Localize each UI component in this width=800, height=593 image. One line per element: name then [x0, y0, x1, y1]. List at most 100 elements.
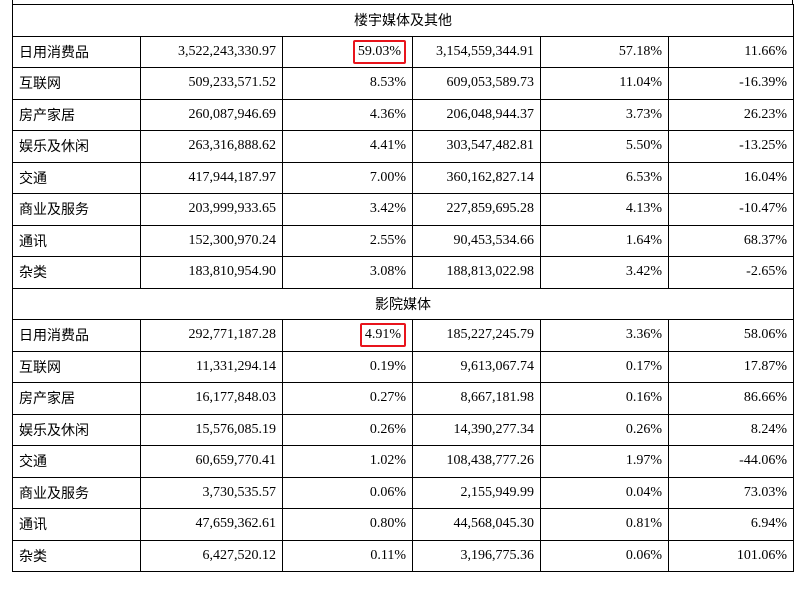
table-row: 交通 417,944,187.97 7.00% 360,162,827.14 6.53%… — [12, 161, 794, 194]
change-rate-cell: 68.37% — [668, 224, 794, 257]
prior-amount-cell: 303,547,482.81 — [412, 130, 541, 163]
industry-cell: 杂类 — [12, 539, 141, 572]
change-rate-cell: 26.23% — [668, 98, 794, 131]
industry-cell: 杂类 — [12, 256, 141, 289]
industry-cell: 交通 — [12, 445, 141, 478]
industry-cell: 商业及服务 — [12, 193, 141, 226]
current-amount-cell: 203,999,933.65 — [140, 193, 283, 226]
industry-cell: 商业及服务 — [12, 476, 141, 509]
current-share-cell: 3.08% — [282, 256, 413, 289]
current-amount-cell: 47,659,362.61 — [140, 508, 283, 541]
section-header-row: 影院媒体 — [12, 287, 794, 320]
prior-amount-cell: 90,453,534.66 — [412, 224, 541, 257]
industry-cell: 日用消费品 — [12, 35, 141, 68]
prior-amount-cell: 3,154,559,344.91 — [412, 35, 541, 68]
table-row: 娱乐及休闲 263,316,888.62 4.41% 303,547,482.81 5.… — [12, 130, 794, 163]
section-title: 楼宇媒体及其他 — [12, 4, 794, 37]
change-rate-cell: 6.94% — [668, 508, 794, 541]
prior-amount-cell: 206,048,944.37 — [412, 98, 541, 131]
prior-amount-cell: 2,155,949.99 — [412, 476, 541, 509]
table-row: 房产家居 260,087,946.69 4.36% 206,048,944.37 3.7… — [12, 98, 794, 131]
change-rate-cell: -16.39% — [668, 67, 794, 100]
prior-share-cell: 3.36% — [540, 319, 669, 352]
prior-share-cell: 1.97% — [540, 445, 669, 478]
table-row: 娱乐及休闲 15,576,085.19 0.26% 14,390,277.34 0.26… — [12, 413, 794, 446]
prior-amount-cell: 185,227,245.79 — [412, 319, 541, 352]
table-row: 杂类 6,427,520.12 0.11% 3,196,775.36 0.06% 101.… — [12, 539, 794, 572]
current-share-cell: 59.03% — [282, 35, 413, 68]
current-amount-cell: 152,300,970.24 — [140, 224, 283, 257]
table-row: 通讯 47,659,362.61 0.80% 44,568,045.30 0.81% 6.… — [12, 508, 794, 541]
current-amount-cell: 509,233,571.52 — [140, 67, 283, 100]
table-row: 商业及服务 3,730,535.57 0.06% 2,155,949.99 0.04% 7… — [12, 476, 794, 509]
prior-share-cell: 0.04% — [540, 476, 669, 509]
prior-share-cell: 0.17% — [540, 350, 669, 383]
current-amount-cell: 3,730,535.57 — [140, 476, 283, 509]
table-row: 房产家居 16,177,848.03 0.27% 8,667,181.98 0.16% 8… — [12, 382, 794, 415]
prior-share-cell: 3.42% — [540, 256, 669, 289]
industry-cell: 日用消费品 — [12, 319, 141, 352]
prior-share-cell: 0.26% — [540, 413, 669, 446]
industry-cell: 房产家居 — [12, 98, 141, 131]
current-amount-cell: 260,087,946.69 — [140, 98, 283, 131]
current-share-cell: 0.26% — [282, 413, 413, 446]
current-share-cell: 0.19% — [282, 350, 413, 383]
table-row: 日用消费品 292,771,187.28 4.91% 185,227,245.79 3.… — [12, 319, 794, 352]
prior-amount-cell: 609,053,589.73 — [412, 67, 541, 100]
current-share-cell: 4.91% — [282, 319, 413, 352]
industry-cell: 通讯 — [12, 508, 141, 541]
prior-share-cell: 5.50% — [540, 130, 669, 163]
prior-amount-cell: 9,613,067.74 — [412, 350, 541, 383]
table-row: 交通 60,659,770.41 1.02% 108,438,777.26 1.97% -… — [12, 445, 794, 478]
prior-share-cell: 6.53% — [540, 161, 669, 194]
prior-amount-cell: 44,568,045.30 — [412, 508, 541, 541]
current-amount-cell: 60,659,770.41 — [140, 445, 283, 478]
prior-amount-cell: 14,390,277.34 — [412, 413, 541, 446]
change-rate-cell: -10.47% — [668, 193, 794, 226]
prior-share-cell: 3.73% — [540, 98, 669, 131]
current-amount-cell: 15,576,085.19 — [140, 413, 283, 446]
prior-share-cell: 0.06% — [540, 539, 669, 572]
change-rate-cell: 58.06% — [668, 319, 794, 352]
change-rate-cell: -13.25% — [668, 130, 794, 163]
industry-cell: 通讯 — [12, 224, 141, 257]
current-amount-cell: 6,427,520.12 — [140, 539, 283, 572]
current-share-cell: 8.53% — [282, 67, 413, 100]
prior-amount-cell: 360,162,827.14 — [412, 161, 541, 194]
prior-share-cell: 0.16% — [540, 382, 669, 415]
change-rate-cell: -44.06% — [668, 445, 794, 478]
change-rate-cell: 101.06% — [668, 539, 794, 572]
current-amount-cell: 183,810,954.90 — [140, 256, 283, 289]
current-amount-cell: 16,177,848.03 — [140, 382, 283, 415]
document-page: 楼宇媒体及其他 日用消费品 3,522,243,330.97 59.03% 3,154,… — [12, 4, 794, 572]
prior-amount-cell: 188,813,022.98 — [412, 256, 541, 289]
change-rate-cell: 73.03% — [668, 476, 794, 509]
section-title: 影院媒体 — [12, 287, 794, 320]
table-row: 互联网 509,233,571.52 8.53% 609,053,589.73 11.0… — [12, 67, 794, 100]
current-share-cell: 0.11% — [282, 539, 413, 572]
change-rate-cell: 86.66% — [668, 382, 794, 415]
change-rate-cell: 8.24% — [668, 413, 794, 446]
section-header-row: 楼宇媒体及其他 — [12, 4, 794, 37]
table-row: 杂类 183,810,954.90 3.08% 188,813,022.98 3.42%… — [12, 256, 794, 289]
change-rate-cell: 16.04% — [668, 161, 794, 194]
current-amount-cell: 417,944,187.97 — [140, 161, 283, 194]
current-share-cell: 0.80% — [282, 508, 413, 541]
prior-amount-cell: 8,667,181.98 — [412, 382, 541, 415]
current-share-cell: 4.36% — [282, 98, 413, 131]
current-share-cell: 1.02% — [282, 445, 413, 478]
table-top-edge — [12, 0, 793, 4]
prior-amount-cell: 3,196,775.36 — [412, 539, 541, 572]
industry-cell: 交通 — [12, 161, 141, 194]
industry-cell: 互联网 — [12, 67, 141, 100]
prior-amount-cell: 227,859,695.28 — [412, 193, 541, 226]
current-share-cell: 0.27% — [282, 382, 413, 415]
revenue-by-industry-table: 楼宇媒体及其他 日用消费品 3,522,243,330.97 59.03% 3,154,… — [12, 4, 794, 572]
prior-share-cell: 0.81% — [540, 508, 669, 541]
highlighted-share-value: 4.91% — [359, 323, 406, 348]
current-amount-cell: 292,771,187.28 — [140, 319, 283, 352]
current-amount-cell: 11,331,294.14 — [140, 350, 283, 383]
prior-amount-cell: 108,438,777.26 — [412, 445, 541, 478]
table-row: 通讯 152,300,970.24 2.55% 90,453,534.66 1.64% 6… — [12, 224, 794, 257]
change-rate-cell: 17.87% — [668, 350, 794, 383]
